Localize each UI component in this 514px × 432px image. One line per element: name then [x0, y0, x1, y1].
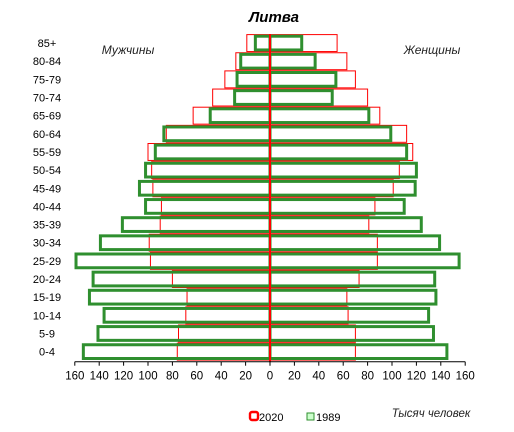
bar-2020-female-0-4 [268, 343, 449, 360]
female-side-label: Женщины [403, 43, 461, 57]
bar-2020-male-55-59 [153, 143, 272, 161]
bar-2020-male-10-14 [102, 306, 272, 324]
x-tick-label-2: 120 [114, 371, 133, 383]
x-tick-label-6: 40 [215, 371, 228, 383]
x-tick-label-3: 100 [138, 371, 157, 383]
bar-2020-female-70-74 [268, 89, 334, 106]
chart-title: Литва [248, 9, 299, 26]
bar-2020-female-25-29 [268, 252, 461, 270]
bar-2020-female-15-19 [268, 288, 438, 306]
bar-2020-male-60-64 [162, 125, 272, 143]
bar-2020-male-85plus [253, 34, 272, 52]
male-side-label: Мужчины [102, 43, 155, 57]
x-tick-label-1: 140 [90, 371, 109, 383]
x-tick-label-11: 60 [337, 371, 350, 383]
x-tick-label-9: 20 [288, 371, 301, 383]
age-label-40-44: 40-44 [33, 201, 61, 213]
bar-2020-female-35-39 [268, 216, 423, 233]
bar-2020-male-20-24 [91, 270, 272, 288]
x-tick-label-5: 60 [190, 371, 203, 383]
x-tick-label-0: 160 [65, 371, 84, 383]
age-label-80-84: 80-84 [33, 56, 61, 68]
bar-2020-female-10-14 [268, 306, 431, 324]
bar-2020-male-65-69 [208, 107, 272, 125]
bar-2020-female-55-59 [268, 143, 409, 161]
bar-2020-female-30-34 [268, 234, 442, 252]
age-label-45-49: 45-49 [33, 183, 61, 195]
x-tick-label-10: 40 [312, 371, 325, 383]
age-label-60-64: 60-64 [33, 129, 61, 141]
bar-2020-female-80-84 [268, 52, 317, 70]
bar-2020-male-50-54 [144, 161, 272, 179]
x-tick-label-12: 80 [361, 371, 374, 383]
bars-2020-series [74, 34, 461, 360]
age-label-35-39: 35-39 [33, 220, 61, 232]
bar-2020-female-65-69 [268, 107, 371, 125]
age-label-75-79: 75-79 [33, 74, 61, 86]
age-label-5-9: 5-9 [39, 328, 55, 340]
age-label-10-14: 10-14 [33, 310, 61, 322]
legend-swatch-1989 [306, 412, 315, 421]
bar-2020-male-75-79 [235, 71, 272, 88]
age-group-labels: 85+ 80-84 75-79 70-74 65-69 60-64 55-59 50-54 45… [33, 38, 61, 359]
x-tick-label-13: 100 [382, 371, 401, 383]
bar-2020-female-50-54 [268, 161, 418, 179]
age-label-50-54: 50-54 [33, 165, 61, 177]
bar-2020-male-80-84 [239, 52, 272, 70]
bar-2020-female-60-64 [268, 125, 393, 143]
age-label-85plus: 85+ [38, 38, 57, 50]
bars-1989-series [147, 34, 414, 361]
bar-2020-male-70-74 [233, 89, 272, 106]
age-label-15-19: 15-19 [33, 292, 61, 304]
bar-2020-female-40-44 [268, 198, 406, 215]
bar-2020-male-25-29 [74, 252, 272, 270]
legend-item-2020: 2020 [248, 410, 283, 424]
age-label-25-29: 25-29 [33, 256, 61, 268]
unit-label: Тысяч человек [392, 408, 471, 420]
bar-2020-male-40-44 [144, 198, 272, 215]
x-tick-label-4: 80 [166, 371, 179, 383]
bar-2020-male-15-19 [87, 288, 272, 306]
age-label-70-74: 70-74 [33, 93, 61, 105]
x-axis-ticks: 160 140 120 100 80 60 40 20 0 20 40 60 80 100 120 140 16… [65, 361, 475, 383]
age-label-20-24: 20-24 [33, 274, 61, 286]
bar-2020-female-75-79 [268, 71, 338, 88]
age-label-65-69: 65-69 [33, 111, 61, 123]
bar-2020-male-0-4 [81, 343, 272, 360]
legend-item-1989: 1989 [306, 412, 340, 424]
x-tick-label-7: 20 [239, 371, 252, 383]
bar-2020-female-5-9 [268, 325, 435, 342]
legend: 2020 1989 [248, 410, 340, 424]
bar-2020-female-85plus [268, 34, 304, 52]
x-tick-label-14: 120 [407, 371, 426, 383]
age-label-55-59: 55-59 [33, 147, 61, 159]
bar-2020-male-5-9 [96, 325, 272, 342]
bar-2020-male-45-49 [137, 179, 272, 197]
x-tick-label-15: 140 [431, 371, 450, 383]
legend-swatch-2020 [248, 410, 260, 422]
bar-2020-female-20-24 [268, 270, 437, 288]
legend-label-2020: 2020 [259, 412, 283, 424]
legend-label-1989: 1989 [316, 412, 340, 424]
x-tick-label-16: 160 [456, 371, 475, 383]
x-tick-label-8: 0 [267, 371, 273, 383]
age-label-30-34: 30-34 [33, 238, 61, 250]
age-label-0-4: 0-4 [39, 347, 55, 359]
bar-2020-male-30-34 [98, 234, 272, 252]
bar-2020-male-35-39 [120, 216, 272, 233]
